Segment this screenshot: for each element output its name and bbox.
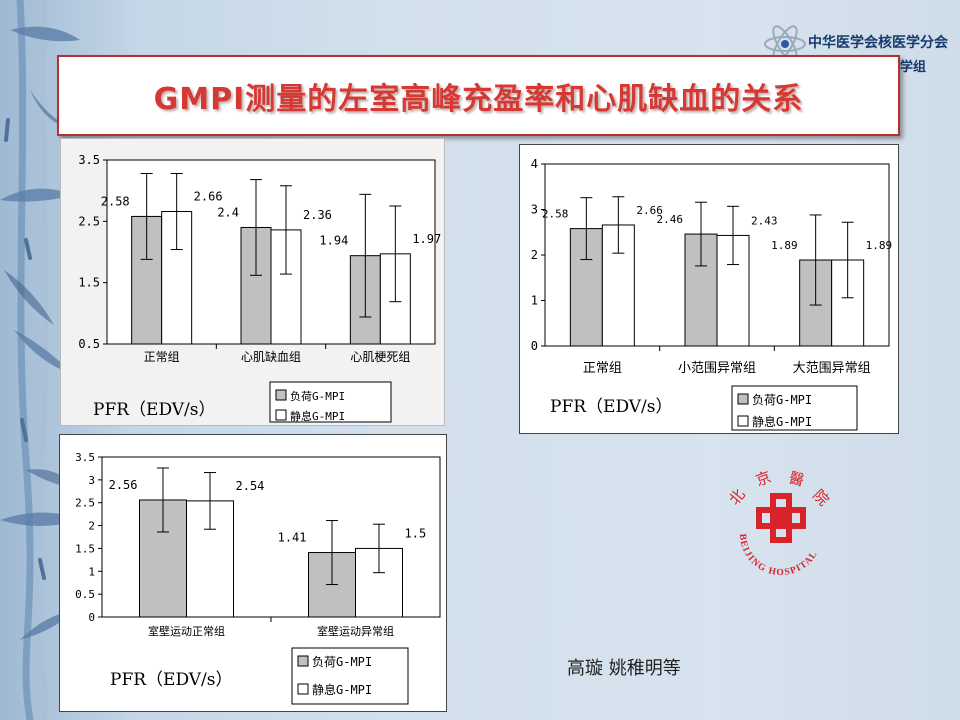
- data-value-label: 2.43: [751, 214, 778, 227]
- bar-rest: [601, 224, 635, 347]
- data-value-label: 2.56: [109, 478, 138, 492]
- x-category-label: 大范围异常组: [793, 361, 871, 376]
- x-category-label: 小范围异常组: [678, 361, 756, 376]
- data-value-label: 2.46: [657, 213, 684, 226]
- legend-label: 负荷G-MPI: [290, 389, 345, 403]
- y-tick-label: 0: [88, 611, 95, 624]
- y-tick-label: 3.5: [75, 451, 95, 464]
- x-category-label: 室壁运动异常组: [317, 624, 394, 638]
- x-category-label: 心肌缺血组: [241, 349, 301, 364]
- legend-swatch: [275, 389, 287, 401]
- legend-label: 静息G-MPI: [752, 414, 812, 429]
- chart-wall-motion: 0 0.5 1 1.5 2 2.5 3 3.5 室壁运动正常组 2.56 2.54 室壁运动异常组 1.…: [75, 451, 441, 705]
- y-tick-label: 4: [531, 157, 538, 171]
- y-tick-label: 1.5: [78, 276, 100, 290]
- y-tick-label: 1: [88, 565, 95, 578]
- chart-panel-extent: 0 1 2 3 4 正常组 2.58 2.66 小范围异常组 2.46 2.43 大范围异常组 1.89…: [519, 144, 899, 434]
- slide-title: GMPI测量的左室高峰充盈率和心肌缺血的关系: [153, 81, 804, 117]
- y-tick-label: 3: [88, 474, 95, 487]
- data-value-label: 2.4: [217, 205, 239, 219]
- legend-swatch: [737, 393, 749, 405]
- legend-box: [291, 647, 409, 705]
- legend-label: 负荷G-MPI: [312, 655, 372, 669]
- logo-char-2: 京: [753, 468, 773, 490]
- data-value-label: 2.66: [636, 204, 663, 217]
- y-tick-label: 2.5: [75, 497, 95, 510]
- society-name: 中华医学会核医学分会: [808, 35, 948, 51]
- chart-panel-wall-motion: 0 0.5 1 1.5 2 2.5 3 3.5 室壁运动正常组 2.56 2.54 室壁运动异常组 1.…: [59, 434, 447, 712]
- y-tick-label: 2: [88, 520, 95, 533]
- data-value-label: 2.36: [303, 208, 332, 222]
- x-category-label: 正常组: [583, 361, 622, 376]
- data-value-label: 2.66: [194, 190, 223, 204]
- y-axis-caption: PFR（EDV/s）: [93, 400, 216, 420]
- data-value-label: 1.94: [319, 234, 348, 248]
- x-category-label: 心肌梗死组: [350, 349, 410, 364]
- legend-label: 静息G-MPI: [312, 682, 372, 697]
- slide-title-box: GMPI测量的左室高峰充盈率和心肌缺血的关系: [57, 55, 900, 136]
- y-axis-caption: PFR（EDV/s）: [110, 670, 233, 690]
- society-logo: 中华医学会核医学分会 学组: [760, 22, 960, 75]
- society-suffix: 学组: [900, 60, 927, 75]
- legend-box: [731, 385, 858, 431]
- chart-panel-ischemia: 0.5 1.5 2.5 3.5 正常组 2.58 2.66 心肌缺血组 2.4 2.36 心肌梗死组…: [60, 138, 445, 426]
- logo-char-4: 院: [809, 486, 832, 509]
- legend-swatch: [297, 683, 309, 695]
- data-value-label: 2.58: [542, 208, 569, 221]
- y-tick-label: 2: [531, 248, 538, 262]
- y-tick-label: 1: [531, 294, 538, 308]
- data-value-label: 2.54: [236, 479, 265, 493]
- y-tick-label: 0.5: [78, 337, 100, 351]
- y-tick-label: 1.5: [75, 542, 95, 555]
- data-value-label: 1.41: [278, 531, 307, 545]
- data-value-label: 1.5: [405, 526, 427, 540]
- y-axis-caption: PFR（EDV/s）: [550, 397, 673, 417]
- y-tick-label: 0.5: [75, 588, 95, 601]
- legend-swatch: [275, 409, 287, 421]
- red-cross-icon: [756, 493, 806, 543]
- data-value-label: 1.89: [771, 239, 798, 252]
- chart-ischemia: 0.5 1.5 2.5 3.5 正常组 2.58 2.66 心肌缺血组 2.4 2.36 心肌梗死组…: [78, 153, 441, 423]
- data-value-label: 2.58: [101, 194, 130, 208]
- y-tick-label: 3.5: [78, 153, 100, 167]
- logo-char-3: 醫: [787, 468, 806, 489]
- y-tick-label: 3: [531, 203, 538, 217]
- data-value-label: 1.89: [866, 239, 893, 252]
- data-value-label: 1.97: [412, 232, 441, 246]
- legend-swatch: [297, 655, 309, 667]
- legend-label: 静息G-MPI: [290, 409, 345, 423]
- x-category-label: 室壁运动正常组: [148, 624, 225, 638]
- logo-char-1: 北: [725, 485, 748, 508]
- author-credit: 高璇 姚稚明等: [567, 658, 681, 679]
- legend-box: [269, 381, 392, 423]
- legend-swatch: [737, 415, 749, 427]
- hospital-seal-logo: 北 京 醫 院 BEIJING HOSPITAL: [725, 468, 832, 578]
- x-category-label: 正常组: [144, 350, 180, 364]
- y-tick-label: 0: [531, 339, 538, 353]
- y-tick-label: 2.5: [78, 214, 100, 228]
- chart-extent: 0 1 2 3 4 正常组 2.58 2.66 小范围异常组 2.46 2.43 大范围异常组 1.89…: [531, 157, 893, 431]
- legend-label: 负荷G-MPI: [752, 393, 812, 407]
